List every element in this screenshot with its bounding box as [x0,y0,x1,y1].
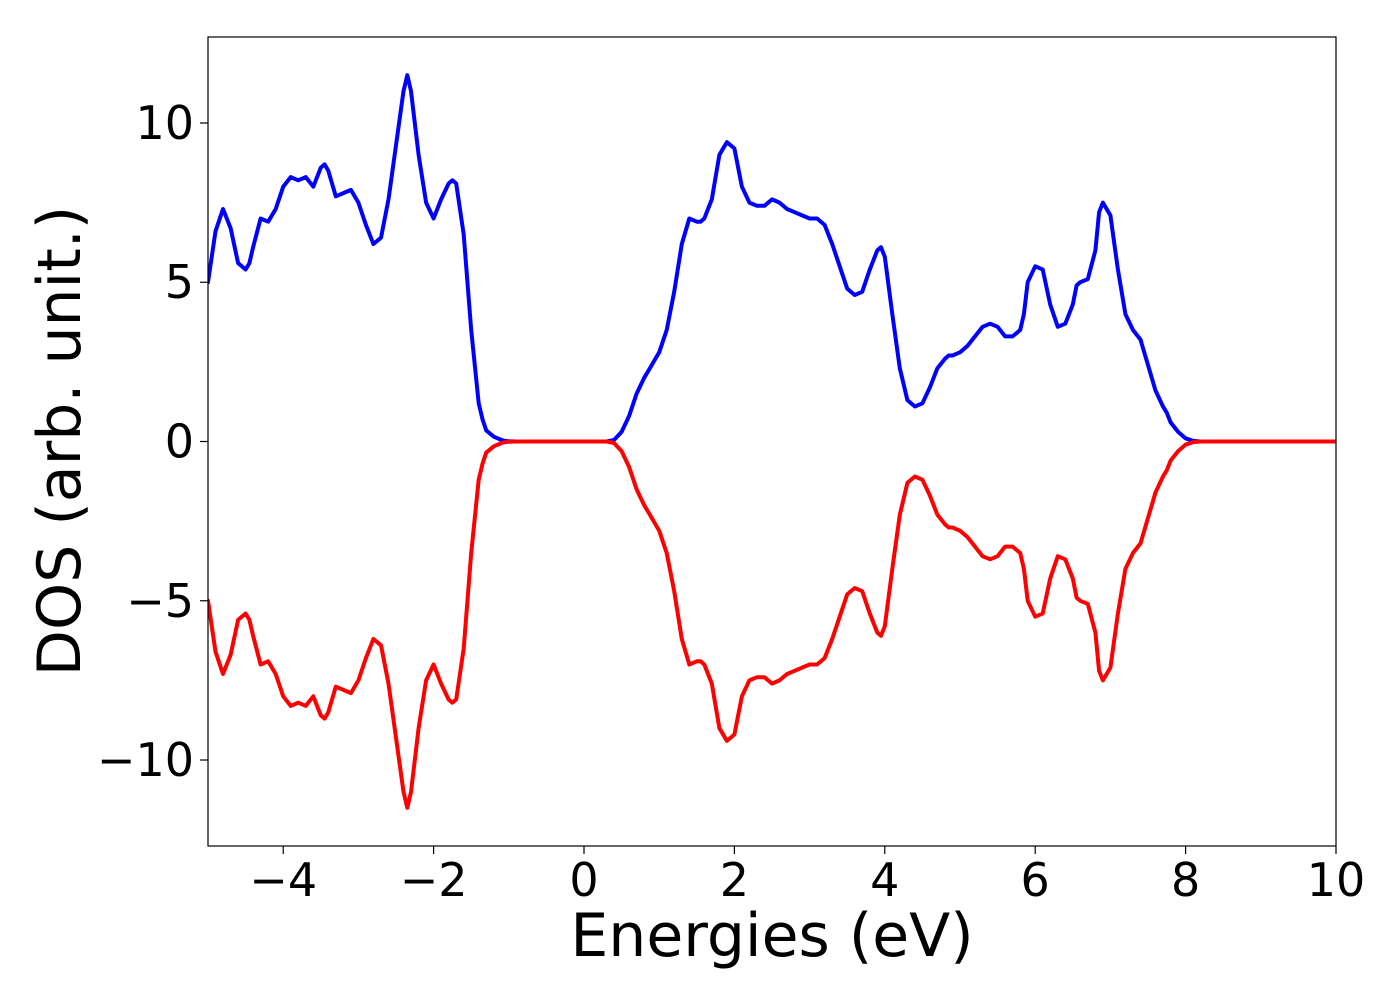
x-tick-label: 10 [1307,853,1366,907]
x-tick-label: 6 [1021,853,1050,907]
y-tick-label: 10 [135,96,194,150]
y-tick-label: 0 [165,415,194,469]
y-axis-label: DOS (arb. unit.) [25,206,95,676]
x-tick-label: 2 [720,853,749,907]
x-tick-label: 0 [569,853,598,907]
x-tick-label: −4 [249,853,317,907]
x-tick-label: −2 [400,853,468,907]
y-tick-label: −10 [97,733,194,787]
x-tick-label: 8 [1171,853,1200,907]
y-tick-label: −5 [126,574,194,628]
plot-frame [207,36,1337,847]
dos-series-negative-line [208,439,1336,810]
axis-ticks: −4 −2 0 2 4 6 8 10 −10 −5 0 5 10 [97,96,1365,907]
x-axis-label: Energies (eV) [570,901,973,971]
dos-series-positive-line [208,73,1336,444]
y-tick-label: 5 [165,255,194,309]
x-tick-label: 4 [870,853,899,907]
plot-area [207,36,1337,847]
